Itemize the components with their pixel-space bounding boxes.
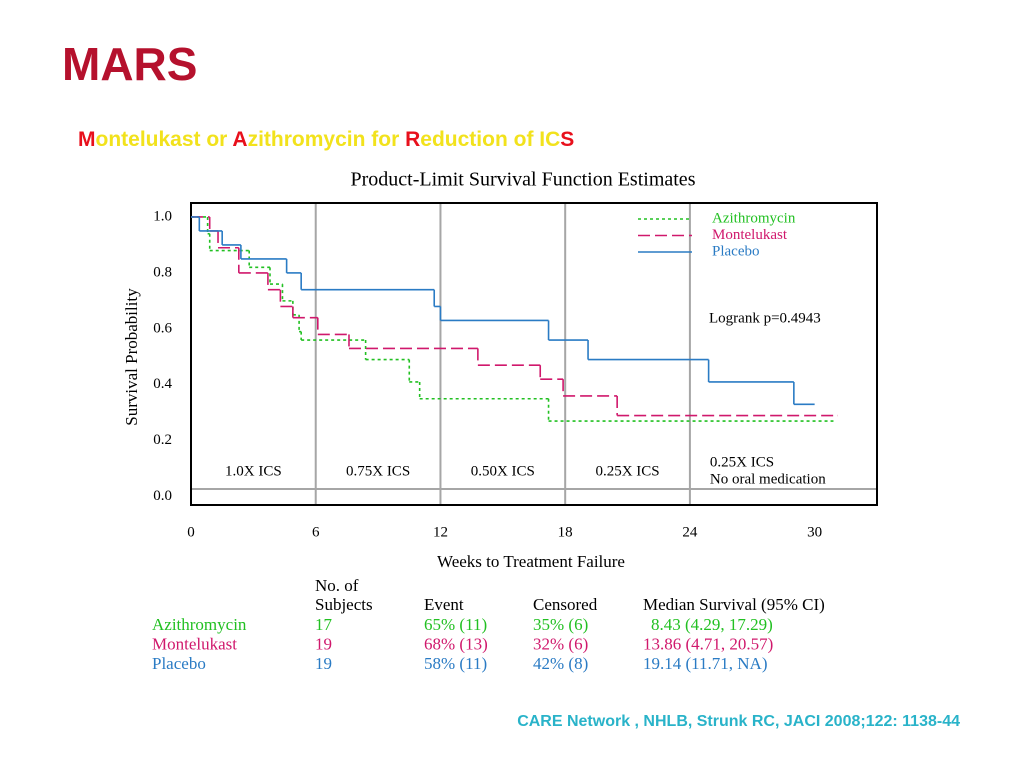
slide-title: MARS <box>62 38 197 90</box>
x-tick-label: 12 <box>433 524 448 540</box>
x-tick-label: 24 <box>682 524 698 540</box>
table-cell: 42% (8) <box>533 654 588 673</box>
table-header: No. of <box>315 576 359 595</box>
x-axis-label: Weeks to Treatment Failure <box>437 552 625 571</box>
row-name: Montelukast <box>152 634 237 653</box>
survival-curve <box>191 216 815 406</box>
table-cell: 65% (11) <box>424 615 487 634</box>
row-name: Placebo <box>152 654 206 673</box>
legend-label: Montelukast <box>712 227 788 243</box>
y-tick-label: 0.8 <box>153 264 172 280</box>
table-header: Event <box>424 595 464 614</box>
subtitle-part: R <box>405 128 420 151</box>
x-tick-label: 18 <box>558 524 573 540</box>
subtitle-part: S <box>560 128 574 151</box>
y-tick-label: 0.2 <box>153 432 172 448</box>
table-cell: 35% (6) <box>533 615 588 634</box>
phase-label: 0.50X ICS <box>471 463 535 479</box>
citation: CARE Network , NHLB, Strunk RC, JACI 200… <box>517 713 960 730</box>
x-tick-label: 6 <box>312 524 320 540</box>
survival-curve <box>191 216 834 422</box>
y-tick-label: 0.4 <box>153 376 172 392</box>
subtitle-part: A <box>232 128 247 151</box>
table-cell: 17 <box>315 615 333 634</box>
slide-subtitle: Montelukast or Azithromycin for Reductio… <box>78 128 574 151</box>
table-header: Median Survival (95% CI) <box>643 595 825 614</box>
phase-label: 1.0X ICS <box>225 463 282 479</box>
phase-label: 0.25X ICS <box>710 454 774 470</box>
table-cell: 19.14 (11.71, NA) <box>643 654 768 673</box>
y-axis-label: Survival Probability <box>122 288 141 426</box>
table-cell: 13.86 (4.71, 20.57) <box>643 634 773 653</box>
table-header: Subjects <box>315 595 373 614</box>
table-cell: 32% (6) <box>533 634 588 653</box>
table-cell: 19 <box>315 654 332 673</box>
annotation: Logrank p=0.4943 <box>709 310 821 326</box>
legend-label: Azithromycin <box>712 210 796 226</box>
row-name: Azithromycin <box>152 615 247 634</box>
table-header: Censored <box>533 595 598 614</box>
table-cell: 19 <box>315 634 332 653</box>
subtitle-part: eduction of IC <box>420 128 560 151</box>
x-tick-label: 30 <box>807 524 822 540</box>
phase-label: 0.25X ICS <box>595 463 659 479</box>
y-tick-label: 0.6 <box>153 320 172 336</box>
phase-label: 0.75X ICS <box>346 463 410 479</box>
x-tick-label: 0 <box>187 524 195 540</box>
chart-title: Product-Limit Survival Function Estimate… <box>351 169 696 191</box>
legend-label: Placebo <box>712 243 759 259</box>
table-cell: 68% (13) <box>424 634 488 653</box>
subtitle-part: M <box>78 128 96 151</box>
plot-frame <box>190 202 878 506</box>
y-tick-label: 0.0 <box>153 488 172 504</box>
table-cell: 58% (11) <box>424 654 487 673</box>
phase-label: No oral medication <box>710 471 826 487</box>
y-tick-label: 1.0 <box>153 208 172 224</box>
subtitle-part: ontelukast or <box>96 128 233 151</box>
plot: 0.0 0.2 0.4 0.6 0.8 1.0 0 6 12 18 24 30 1.0X ICS 0.75… <box>153 202 878 540</box>
subtitle-part: zithromycin for <box>248 128 406 151</box>
table-cell: 8.43 (4.29, 17.29) <box>651 615 773 634</box>
